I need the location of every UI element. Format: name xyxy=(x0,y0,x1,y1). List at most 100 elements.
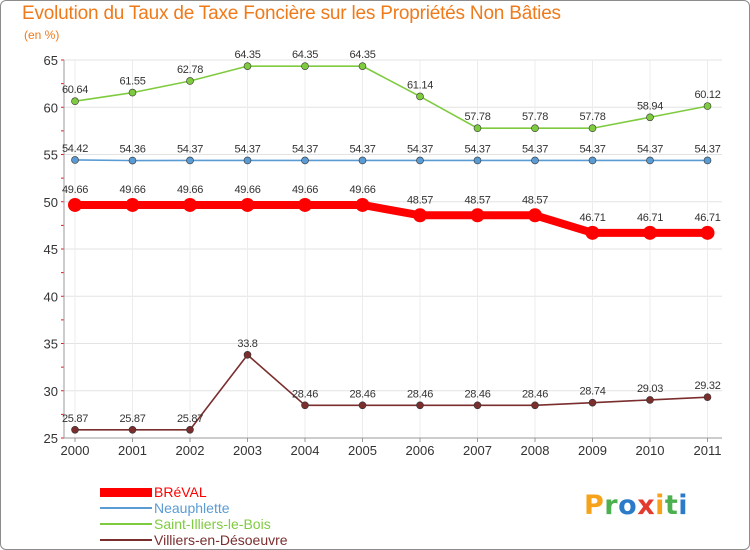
data-label: 29.32 xyxy=(694,380,720,392)
data-point xyxy=(243,62,252,70)
data-label: 54.37 xyxy=(292,143,318,155)
proxiti-logo: Proxiti xyxy=(584,490,688,521)
data-point xyxy=(298,197,312,212)
data-point xyxy=(243,351,252,359)
data-label: 58.94 xyxy=(637,100,663,112)
series-line xyxy=(74,159,708,162)
data-point xyxy=(416,156,424,165)
data-label: 54.37 xyxy=(579,143,605,155)
x-tick-label: 2002 xyxy=(176,443,205,458)
data-point xyxy=(71,97,79,106)
legend-label: Saint-Illiers-le-Bois xyxy=(154,516,271,532)
data-point xyxy=(473,156,482,165)
y-tick-label: 45 xyxy=(44,242,58,257)
data-point xyxy=(243,156,252,165)
data-point xyxy=(531,124,539,133)
data-point xyxy=(71,425,79,434)
data-point xyxy=(125,197,140,212)
x-tick-label: 2004 xyxy=(291,443,320,458)
data-label: 28.74 xyxy=(579,386,605,398)
data-label: 33.8 xyxy=(237,338,257,350)
data-label: 48.57 xyxy=(522,194,548,206)
data-point xyxy=(531,156,539,165)
x-tick-label: 2007 xyxy=(463,443,492,458)
data-point xyxy=(416,92,424,101)
data-point xyxy=(240,197,255,212)
data-label: 64.35 xyxy=(349,49,375,61)
data-point xyxy=(588,124,597,133)
data-point xyxy=(183,197,197,212)
data-label: 57.78 xyxy=(579,111,605,123)
y-tick-label: 50 xyxy=(44,195,58,210)
data-label: 25.87 xyxy=(177,413,203,425)
data-label: 54.37 xyxy=(234,143,260,155)
series-line xyxy=(74,65,708,130)
data-point xyxy=(531,401,539,410)
data-point xyxy=(71,156,79,164)
data-point xyxy=(700,225,715,240)
y-tick-label: 40 xyxy=(44,289,58,304)
legend-swatch xyxy=(100,488,152,497)
data-label: 49.66 xyxy=(292,184,318,196)
y-tick-label: 25 xyxy=(44,431,58,446)
data-label: 54.37 xyxy=(464,143,490,155)
data-point xyxy=(528,208,542,223)
data-point xyxy=(588,398,597,407)
data-point xyxy=(301,156,309,165)
data-label: 25.87 xyxy=(62,413,88,425)
data-label: 49.66 xyxy=(62,184,88,196)
data-label: 46.71 xyxy=(694,212,720,224)
data-point xyxy=(585,225,600,240)
data-point xyxy=(358,401,367,410)
data-label: 49.66 xyxy=(177,184,203,196)
data-label: 54.37 xyxy=(349,143,375,155)
data-label: 61.55 xyxy=(119,76,145,88)
data-label: 60.12 xyxy=(694,89,720,101)
data-point xyxy=(128,88,137,97)
data-label: 62.78 xyxy=(177,64,203,76)
data-label: 54.37 xyxy=(637,143,663,155)
data-label: 28.46 xyxy=(407,388,433,400)
data-point xyxy=(301,401,309,410)
legend-label: Neauphlette xyxy=(154,500,230,516)
data-label: 29.03 xyxy=(637,383,663,395)
data-point xyxy=(186,156,194,165)
data-label: 61.14 xyxy=(407,79,433,91)
x-tick-label: 2005 xyxy=(348,443,377,458)
logo-letter: o xyxy=(618,490,638,521)
data-point xyxy=(413,208,427,223)
y-tick-label: 35 xyxy=(44,337,58,352)
data-label: 49.66 xyxy=(234,184,260,196)
x-tick-label: 2001 xyxy=(118,443,147,458)
data-label: 54.42 xyxy=(62,143,88,155)
series-line xyxy=(75,354,708,431)
x-tick-label: 2003 xyxy=(233,443,262,458)
legend-swatch xyxy=(100,523,152,525)
data-point xyxy=(703,393,712,401)
data-label: 48.57 xyxy=(407,194,433,206)
data-label: 54.36 xyxy=(119,144,145,156)
data-label: 28.46 xyxy=(464,388,490,400)
logo-letter: i xyxy=(678,490,689,521)
data-point xyxy=(68,197,82,212)
y-tick-label: 30 xyxy=(44,384,58,399)
data-point xyxy=(358,62,367,70)
data-label: 64.35 xyxy=(234,49,260,61)
data-point xyxy=(473,124,482,133)
data-point xyxy=(646,156,654,165)
data-label: 46.71 xyxy=(579,212,605,224)
data-point xyxy=(186,77,194,85)
legend-swatch xyxy=(100,507,152,509)
data-label: 54.37 xyxy=(177,143,203,155)
logo-letter: x xyxy=(637,490,656,521)
x-tick-label: 2000 xyxy=(61,443,90,458)
legend-label: Villiers-en-Désoeuvre xyxy=(154,532,288,548)
data-label: 57.78 xyxy=(522,111,548,123)
data-label: 64.35 xyxy=(292,49,318,61)
data-label: 46.71 xyxy=(637,212,663,224)
data-point xyxy=(416,401,424,410)
legend-label: BRéVAL xyxy=(154,484,207,500)
logo-letter: P xyxy=(584,490,605,521)
